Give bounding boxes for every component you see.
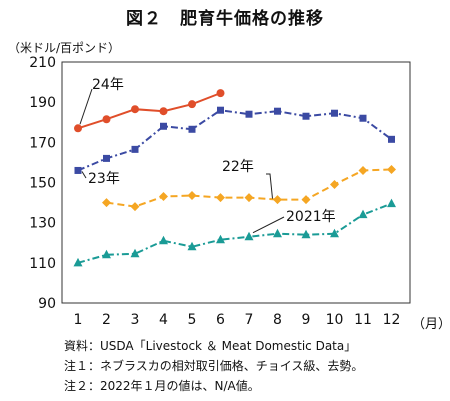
series-22-label: 22年 [222, 159, 254, 175]
series-23-point [388, 135, 395, 143]
x-tick-label: 4 [159, 312, 168, 328]
series-23-label: 23年 [88, 171, 120, 187]
x-tick-label: 5 [188, 312, 197, 328]
series-22-point [273, 195, 282, 205]
x-tick-label: 1 [74, 312, 83, 328]
series-2021-point [216, 234, 225, 244]
series-2021-point [102, 249, 111, 259]
x-tick-label: 11 [354, 312, 372, 328]
series-23-point [245, 110, 253, 118]
series-2021-point [244, 231, 254, 241]
y-axis-unit-label: （米ドル/百ポンド） [8, 41, 121, 55]
x-tick-label: 9 [302, 312, 311, 328]
series-23-point [217, 106, 224, 114]
series-23-point [274, 107, 281, 115]
series-22-point [358, 165, 368, 175]
x-tick-label: 2 [102, 312, 111, 328]
series-2021-point [387, 198, 396, 208]
series-2021-point [187, 241, 197, 251]
y-tick-label: 90 [38, 296, 56, 312]
series-2021-point [273, 228, 282, 238]
x-tick-label: 3 [131, 312, 140, 328]
series-23-point [302, 112, 310, 120]
series-2021-leader [252, 216, 285, 234]
series-22-point [102, 198, 111, 208]
series-2021-point [358, 209, 368, 219]
x-axis-unit-label: （月） [412, 317, 450, 332]
series-2021-point [159, 235, 168, 245]
series-23-point [160, 122, 167, 130]
series-2021-point [73, 257, 83, 267]
x-tick-label: 12 [383, 312, 401, 328]
series-2021-point [330, 228, 339, 238]
series-23-leader [81, 171, 87, 179]
series-23-point [74, 166, 82, 174]
series-22-point [159, 192, 168, 202]
series-2021-point [301, 229, 311, 239]
note-1: 注１：ネブラスカの相対取引価格、チョイス級、去勢。 [64, 359, 364, 373]
y-tick-label: 130 [29, 216, 56, 232]
series-24-point [131, 105, 139, 114]
series-24-line [77, 92, 221, 130]
series-22-point [244, 193, 254, 203]
series-24-point [188, 100, 196, 109]
plot-frame [61, 61, 411, 304]
y-tick-label: 110 [29, 256, 56, 272]
series-24-point [102, 115, 111, 124]
series-24-point [216, 89, 225, 98]
series-24-point [74, 124, 82, 133]
series-23-point [359, 114, 367, 122]
series-2021-line [77, 202, 392, 264]
series-24-leader [79, 88, 93, 125]
x-tick-label: 6 [216, 312, 225, 328]
series-24-label: 24年 [92, 77, 124, 93]
series-23-point [103, 154, 110, 162]
x-tick-label: 10 [326, 312, 344, 328]
series-24-point [159, 107, 168, 116]
series-23-line [77, 109, 393, 172]
series-22-point [330, 180, 339, 190]
note-2: 注２：2022年１月の値は、N/A値。 [64, 379, 260, 393]
chart-title: 図２ 肥育牛価格の推移 [126, 9, 324, 29]
x-tick-label: 8 [273, 312, 282, 328]
y-tick-label: 170 [29, 135, 56, 151]
y-tick-label: 210 [29, 55, 56, 71]
series-23-point [131, 145, 139, 153]
series-22-point [387, 164, 396, 174]
series-22-point [301, 195, 311, 205]
series-22-point [130, 202, 140, 212]
series-2021-point [130, 248, 140, 258]
series-23-point [188, 125, 196, 133]
y-tick-label: 150 [29, 176, 56, 192]
notes: 資料：USDA「Livestock ＆ Meat Domestic Data」 … [64, 336, 363, 396]
series-23-point [331, 109, 338, 117]
series-22-point [187, 191, 197, 201]
series-22-leader [266, 173, 273, 199]
y-tick-label: 190 [29, 95, 56, 111]
series-2021-label: 2021年 [286, 209, 336, 225]
source-note: 資料：USDA「Livestock ＆ Meat Domestic Data」 [64, 339, 357, 353]
series-22-point [216, 193, 225, 203]
x-tick-label: 7 [245, 312, 254, 328]
